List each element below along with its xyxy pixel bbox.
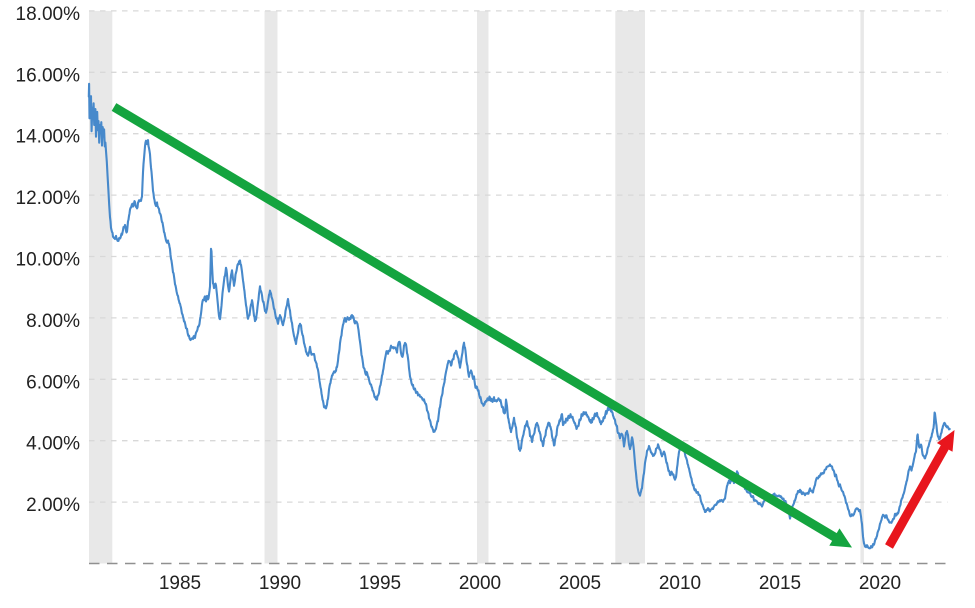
- svg-text:8.00%: 8.00%: [26, 311, 80, 332]
- svg-text:2010: 2010: [659, 573, 701, 594]
- svg-text:2005: 2005: [559, 573, 601, 594]
- svg-text:2.00%: 2.00%: [26, 495, 80, 516]
- svg-text:1995: 1995: [359, 573, 401, 594]
- svg-text:6.00%: 6.00%: [26, 372, 80, 393]
- svg-text:1990: 1990: [259, 573, 301, 594]
- svg-text:2015: 2015: [759, 573, 801, 594]
- svg-text:4.00%: 4.00%: [26, 434, 80, 455]
- svg-text:14.00%: 14.00%: [16, 127, 81, 148]
- svg-text:16.00%: 16.00%: [16, 65, 81, 86]
- svg-text:12.00%: 12.00%: [16, 188, 81, 209]
- svg-text:2000: 2000: [459, 573, 501, 594]
- svg-text:2020: 2020: [859, 573, 901, 594]
- svg-text:10.00%: 10.00%: [16, 250, 81, 271]
- svg-text:18.00%: 18.00%: [16, 4, 81, 25]
- svg-text:1985: 1985: [159, 573, 201, 594]
